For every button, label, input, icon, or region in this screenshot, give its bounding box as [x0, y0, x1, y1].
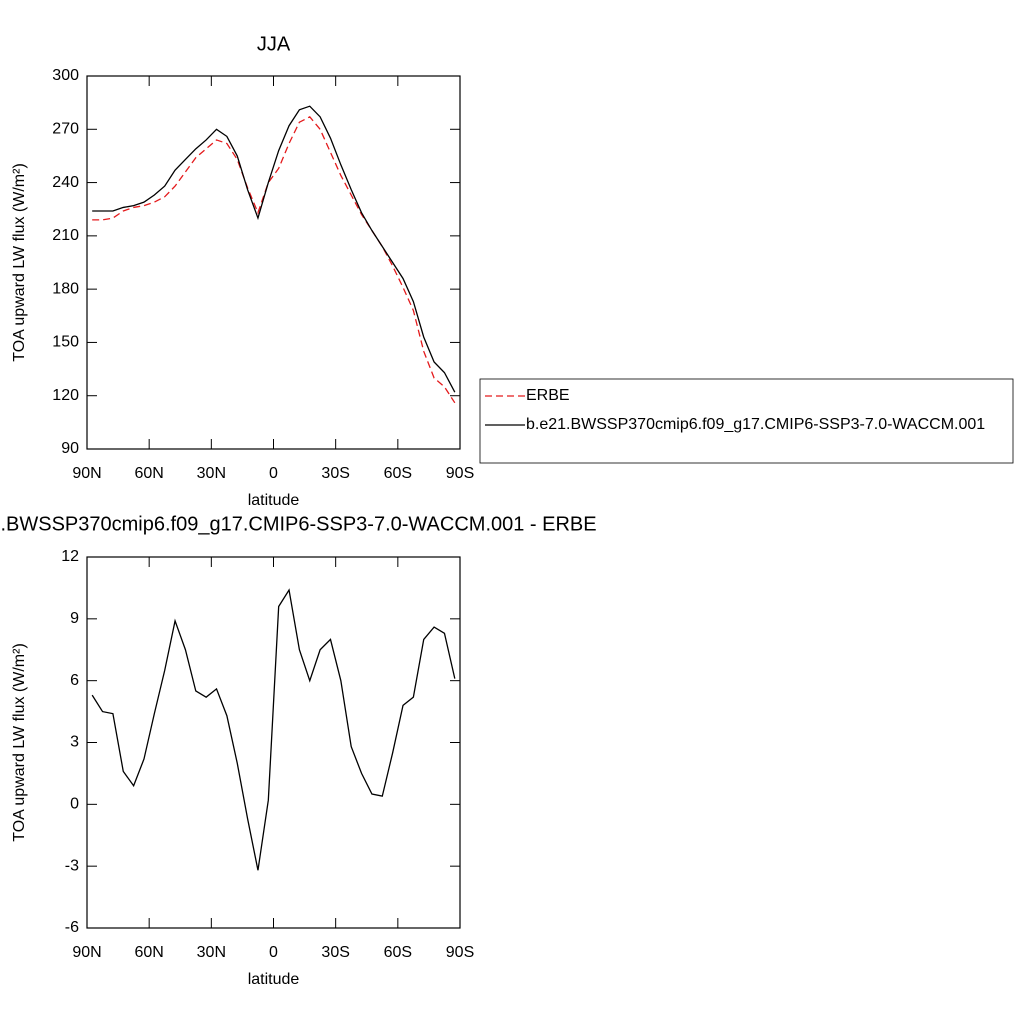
x-tick-label: 90S [446, 944, 474, 961]
y-tick-label: 12 [61, 548, 79, 565]
x-tick-label: 30S [321, 465, 349, 482]
data-line [92, 116, 456, 404]
y-tick-label: 9 [70, 610, 79, 627]
data-line [92, 105, 456, 393]
x-tick-label: 30S [321, 944, 349, 961]
chart-title: b.e21.BWSSP370cmip6.f09_g17.CMIP6-SSP3-7… [0, 513, 597, 535]
y-tick-label: 90 [61, 440, 79, 457]
y-tick-label: -6 [65, 919, 79, 936]
y-tick-label: 300 [52, 67, 79, 84]
x-tick-label: 90S [446, 465, 474, 482]
y-tick-label: 210 [52, 227, 79, 244]
y-tick-label: 180 [52, 280, 79, 297]
y-tick-label: 120 [52, 387, 79, 404]
plot-frame [86, 75, 461, 450]
x-axis-label: latitude [248, 971, 300, 988]
x-tick-label: 60N [134, 944, 163, 961]
x-tick-label: 90N [72, 465, 101, 482]
plot-frame [86, 556, 461, 929]
legend-label: b.e21.BWSSP370cmip6.f09_g17.CMIP6-SSP3-7… [526, 416, 985, 433]
x-tick-label: 0 [269, 944, 278, 961]
x-tick-label: 60S [384, 465, 412, 482]
y-axis-label: TOA upward LW flux (W/m²) [11, 643, 28, 842]
chart-title: JJA [257, 33, 291, 55]
y-tick-label: 6 [70, 672, 79, 689]
y-tick-label: -3 [65, 857, 79, 874]
y-tick-label: 3 [70, 734, 79, 751]
y-tick-label: 150 [52, 334, 79, 351]
x-tick-label: 30N [197, 944, 226, 961]
x-tick-label: 0 [269, 465, 278, 482]
y-tick-label: 0 [70, 796, 79, 813]
x-tick-label: 30N [197, 465, 226, 482]
data-line [91, 588, 456, 871]
legend-label: ERBE [526, 387, 570, 404]
x-tick-label: 60S [384, 944, 412, 961]
x-axis-label: latitude [248, 492, 300, 509]
legend-box [479, 378, 1014, 464]
y-axis-label: TOA upward LW flux (W/m²) [11, 163, 28, 362]
x-tick-label: 60N [134, 465, 163, 482]
x-tick-label: 90N [72, 944, 101, 961]
y-tick-label: 240 [52, 174, 79, 191]
y-tick-label: 270 [52, 121, 79, 138]
